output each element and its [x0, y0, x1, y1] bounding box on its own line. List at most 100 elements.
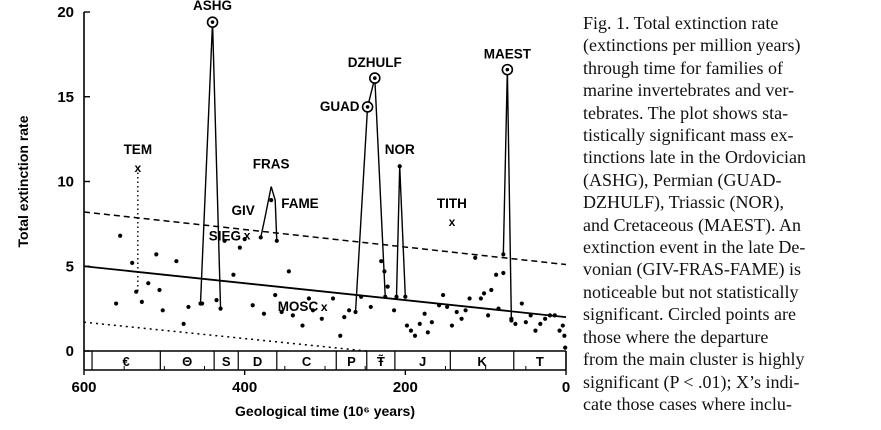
- data-point: [501, 270, 506, 276]
- y-axis-label: Total extinction rate: [15, 115, 31, 247]
- data-point: [440, 292, 446, 298]
- data-point: [181, 321, 186, 326]
- data-point: [463, 308, 468, 313]
- caption-line: marine invertebrates and ver-: [583, 80, 795, 101]
- y-tick-label: 0: [66, 343, 74, 360]
- period-label: K: [477, 354, 487, 369]
- data-point: [408, 328, 414, 333]
- data-point: [459, 316, 464, 321]
- data-point: [485, 313, 491, 318]
- data-point: [473, 255, 478, 260]
- peak-point: [501, 252, 506, 257]
- caption-line: from the main cluster is highly: [583, 349, 805, 370]
- caption-line: and Cretaceous (MAEST). An: [583, 214, 801, 235]
- data-point: [290, 313, 295, 318]
- data-point: [533, 328, 538, 333]
- data-point: [368, 304, 373, 310]
- data-point: [118, 233, 123, 238]
- peak-annotation-nor: NOR: [385, 142, 415, 157]
- x-mark: x: [134, 161, 141, 175]
- figure-caption: Fig. 1. Total extinction rate (extinctio…: [583, 12, 875, 415]
- caption-line: vonian (GIV-FRAS-FAME) is: [583, 259, 802, 280]
- y-tick-label: 5: [66, 258, 74, 275]
- data-point: [273, 292, 278, 298]
- data-point: [300, 323, 305, 328]
- data-point: [557, 328, 562, 333]
- peak-point: [274, 238, 279, 243]
- data-point: [160, 308, 165, 313]
- data-point: [494, 272, 499, 277]
- x-mark: x: [244, 229, 251, 243]
- data-point: [330, 296, 336, 301]
- x-tick-label: 400: [232, 379, 257, 396]
- data-point: [547, 313, 553, 318]
- data-point: [379, 259, 384, 264]
- caption-line: noticeable but not statistically: [583, 281, 799, 302]
- data-point: [134, 289, 139, 294]
- x-axis-label: Geological time (10⁶ years): [235, 403, 415, 419]
- data-point: [445, 304, 450, 310]
- peak-point: [258, 235, 263, 240]
- data-point: [338, 333, 343, 338]
- data-point: [425, 330, 430, 335]
- peak-annotation-giv: GIV: [231, 203, 254, 218]
- data-point: [359, 294, 364, 299]
- peak-annotation-fras: FRAS: [253, 157, 290, 172]
- circled-point-center: [373, 76, 377, 80]
- peak-annotation-dzhulf: DZHULF: [348, 55, 402, 70]
- data-point: [538, 321, 543, 326]
- data-point: [130, 260, 135, 265]
- data-point: [186, 304, 191, 310]
- caption-line: (extinctions per million years): [583, 35, 801, 56]
- data-point: [560, 323, 565, 328]
- data-point: [489, 287, 494, 293]
- data-point: [523, 320, 528, 325]
- period-label: Θ: [182, 354, 192, 369]
- peak-annotation-maest: MAEST: [484, 47, 532, 62]
- peak-annotation-ashg: ASHG: [193, 0, 232, 13]
- peak-annotation-fame: FAME: [281, 196, 319, 211]
- data-point: [543, 316, 548, 321]
- caption-line: DZHULF), Triassic (NOR),: [583, 192, 785, 213]
- data-point: [242, 237, 247, 242]
- x-tick-label: 200: [393, 379, 418, 396]
- data-point: [347, 308, 352, 313]
- peak-point: [269, 198, 274, 203]
- data-point: [481, 291, 487, 296]
- caption-line: Fig. 1. Total extinction rate: [583, 13, 779, 33]
- data-point: [174, 259, 179, 264]
- peak-annotation-tem: TEM: [124, 142, 153, 157]
- data-point: [562, 333, 567, 338]
- peak-line: [199, 22, 222, 309]
- data-point: [422, 311, 427, 316]
- data-point: [436, 303, 442, 308]
- x-tick-label: 0: [562, 379, 570, 396]
- data-point: [382, 269, 387, 274]
- peak-line: [354, 77, 386, 313]
- data-point: [467, 296, 472, 301]
- circled-point-center: [365, 105, 370, 109]
- y-tick-label: 20: [57, 4, 74, 21]
- data-point: [250, 303, 255, 308]
- caption-line: cate those cases where inclu-: [583, 393, 792, 414]
- peak-point: [403, 294, 408, 299]
- data-point: [222, 238, 227, 243]
- data-point: [429, 320, 434, 325]
- data-point: [417, 321, 422, 326]
- peak-annotation-guad: GUAD: [320, 99, 360, 114]
- data-point: [404, 323, 410, 328]
- period-label: P: [347, 354, 356, 369]
- period-label: S: [222, 354, 231, 369]
- regression-line: [83, 265, 567, 318]
- peak-point: [397, 164, 402, 169]
- peak-annotation-tith: TITH: [437, 196, 467, 211]
- period-label: €: [123, 354, 130, 369]
- data-point: [552, 313, 557, 318]
- data-point: [342, 315, 347, 320]
- peak-annotation-sieg: SIEG: [209, 229, 241, 244]
- data-point: [286, 269, 291, 274]
- peak-line: [260, 186, 278, 241]
- data-point: [454, 309, 459, 315]
- caption-line: extinction event in the late De-: [583, 237, 806, 258]
- peak-point: [509, 318, 514, 323]
